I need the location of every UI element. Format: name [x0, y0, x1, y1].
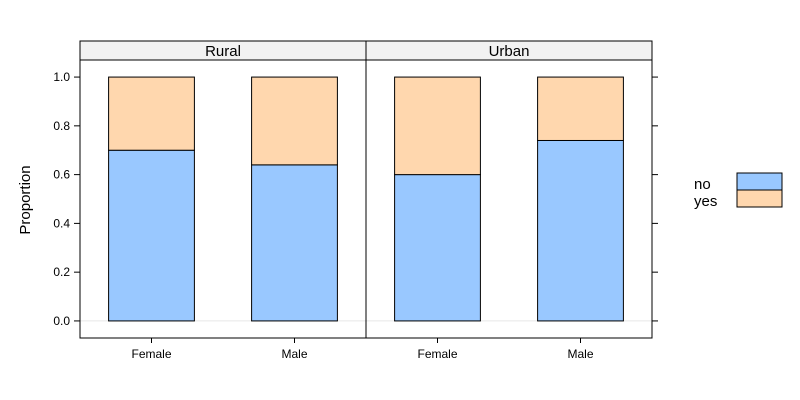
x-tick-label-urban-female: Female: [417, 347, 457, 361]
y-tick-label-0.8: 0.8: [53, 119, 70, 133]
legend-swatch-no: [736, 172, 783, 191]
bar-rural-female-yes: [108, 76, 195, 151]
panel-strip-label-rural: Rural: [205, 43, 241, 60]
legend-label-no: no: [694, 176, 711, 193]
bar-urban-male-yes: [537, 76, 624, 141]
bar-rural-female-no: [108, 149, 195, 322]
panel-frame-urban: [365, 59, 653, 339]
y-tick-label-0.2: 0.2: [53, 265, 70, 279]
legend-swatch-yes: [736, 189, 783, 208]
y-tick-label-0.4: 0.4: [53, 216, 70, 230]
bar-rural-male-no: [251, 164, 338, 322]
panel-strip-label-urban: Urban: [489, 43, 530, 60]
y-tick-label-1.0: 1.0: [53, 70, 70, 84]
y-tick-label-0.0: 0.0: [53, 314, 70, 328]
bar-urban-male-no: [537, 139, 624, 322]
y-axis-label: Proportion: [17, 165, 34, 234]
bar-rural-male-yes: [251, 76, 338, 166]
bar-urban-female-yes: [394, 76, 481, 176]
y-tick-label-0.6: 0.6: [53, 168, 70, 182]
x-tick-label-rural-male: Male: [281, 347, 307, 361]
x-tick-label-urban-male: Male: [567, 347, 593, 361]
bar-urban-female-no: [394, 174, 481, 322]
x-tick-label-rural-female: Female: [131, 347, 171, 361]
legend-label-yes: yes: [694, 193, 717, 210]
